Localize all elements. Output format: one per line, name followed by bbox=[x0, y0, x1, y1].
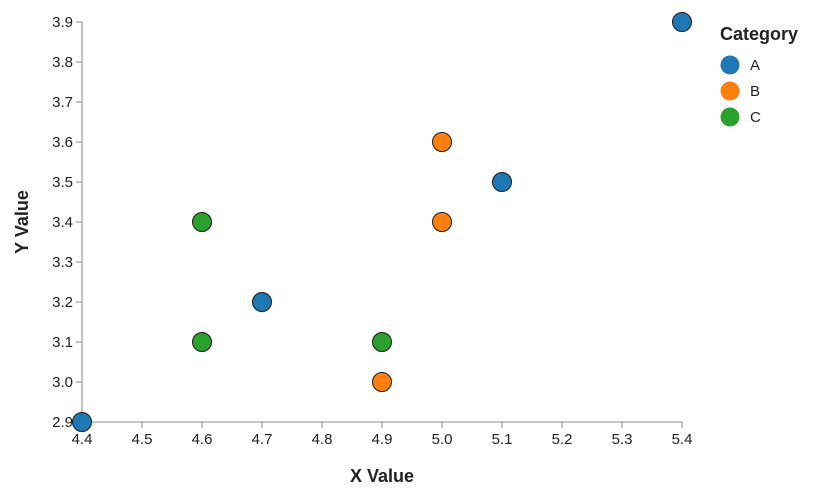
data-point-a bbox=[492, 172, 512, 192]
y-tick-label: 3.0 bbox=[52, 374, 73, 391]
x-tick-label: 4.8 bbox=[312, 431, 333, 448]
y-tick-label: 3.5 bbox=[52, 174, 73, 191]
y-tick-label: 3.7 bbox=[52, 94, 73, 111]
y-tick-label: 3.6 bbox=[52, 134, 73, 151]
legend-label-c: C bbox=[750, 109, 761, 126]
x-axis-ticks: 4.4 4.5 4.6 4.7 4.8 4.9 5.0 5.1 5.2 5.3 5.4 bbox=[72, 422, 693, 448]
x-tick-label: 4.9 bbox=[372, 431, 393, 448]
x-tick-label: 5.2 bbox=[552, 431, 573, 448]
data-point-b bbox=[432, 212, 452, 232]
data-point-c bbox=[372, 332, 392, 352]
legend-swatch-a bbox=[720, 55, 740, 75]
legend-label-a: A bbox=[750, 57, 760, 74]
x-tick-label: 4.7 bbox=[252, 431, 273, 448]
data-point-a bbox=[672, 12, 692, 32]
legend-label-b: B bbox=[750, 83, 760, 100]
x-tick-label: 4.6 bbox=[192, 431, 213, 448]
legend-swatch-c bbox=[720, 107, 740, 127]
y-tick-label: 3.1 bbox=[52, 334, 73, 351]
y-tick-label: 3.2 bbox=[52, 294, 73, 311]
legend-title: Category bbox=[720, 24, 798, 44]
x-tick-label: 5.1 bbox=[492, 431, 513, 448]
y-tick-label: 2.9 bbox=[52, 414, 73, 431]
y-tick-label: 3.8 bbox=[52, 54, 73, 71]
x-tick-label: 5.0 bbox=[432, 431, 453, 448]
y-tick-label: 3.9 bbox=[52, 14, 73, 31]
data-point-b bbox=[372, 372, 392, 392]
legend: Category ABC bbox=[720, 24, 798, 127]
y-tick-label: 3.4 bbox=[52, 214, 73, 231]
data-point-c bbox=[192, 212, 212, 232]
x-tick-label: 4.5 bbox=[132, 431, 153, 448]
x-tick-label: 5.4 bbox=[672, 431, 693, 448]
y-tick-label: 3.3 bbox=[52, 254, 73, 271]
data-points bbox=[72, 12, 692, 432]
legend-items: ABC bbox=[720, 55, 761, 127]
legend-swatch-b bbox=[720, 81, 740, 101]
data-point-a bbox=[252, 292, 272, 312]
x-tick-label: 5.3 bbox=[612, 431, 633, 448]
data-point-b bbox=[432, 132, 452, 152]
x-tick-label: 4.4 bbox=[72, 431, 93, 448]
y-axis-ticks: 2.9 3.0 3.1 3.2 3.3 3.4 3.5 3.6 3.7 3.8 3.9 bbox=[52, 14, 82, 431]
data-point-c bbox=[192, 332, 212, 352]
x-axis-title: X Value bbox=[350, 466, 414, 486]
data-point-a bbox=[72, 412, 92, 432]
y-axis-title: Y Value bbox=[12, 190, 32, 254]
plot-area: 2.9 3.0 3.1 3.2 3.3 3.4 3.5 3.6 3.7 3.8 3.9 4.4 4.5… bbox=[52, 12, 693, 448]
